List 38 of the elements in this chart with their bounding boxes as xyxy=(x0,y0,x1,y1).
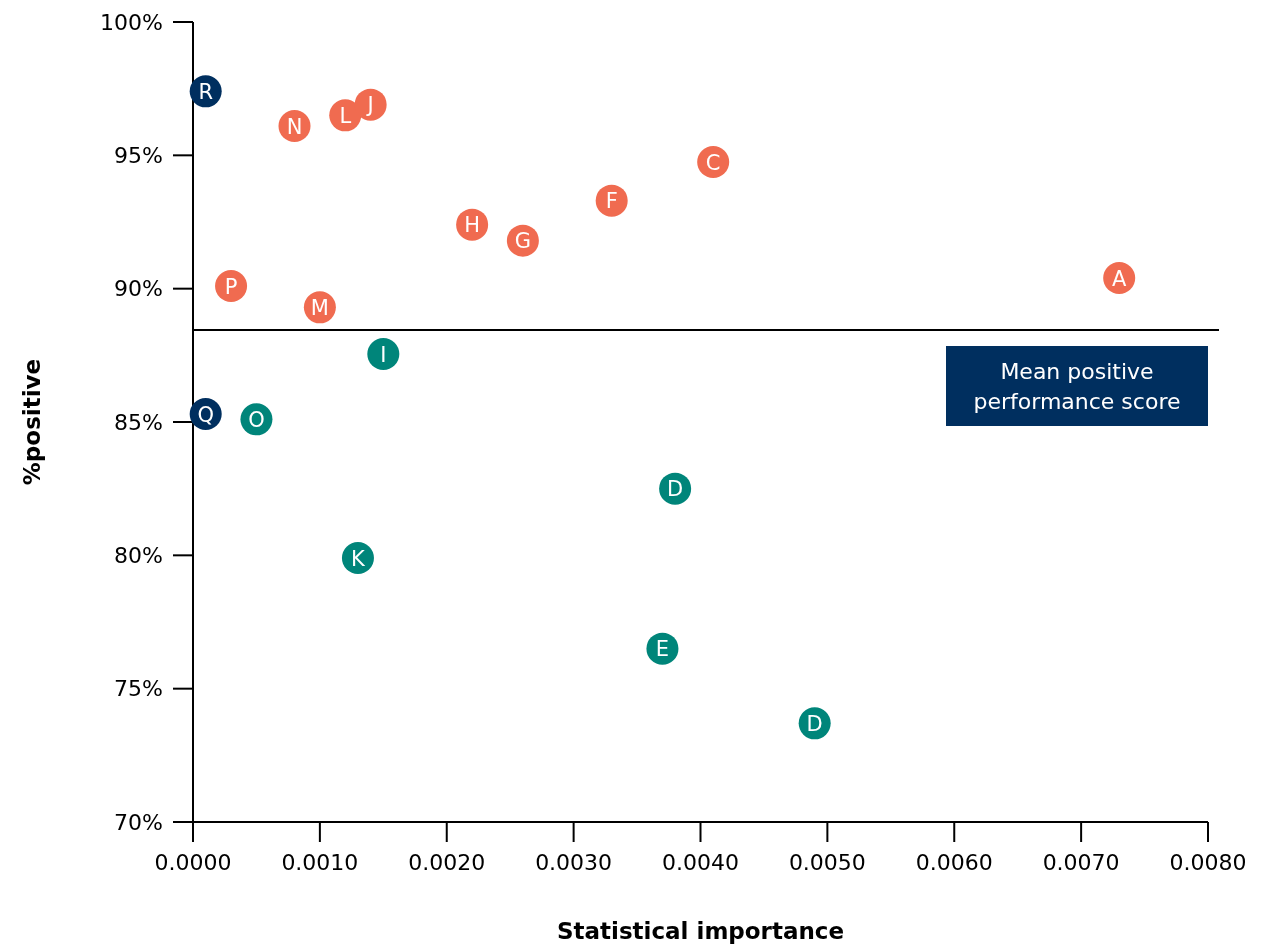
x-tick-label: 0.0040 xyxy=(662,850,739,875)
annotation: G xyxy=(514,229,532,254)
y-tick-label: 75% xyxy=(114,676,163,702)
y-tick-label: 100% xyxy=(100,9,163,35)
x-tick-label: 0.0070 xyxy=(1042,850,1120,875)
x-tick-label: 0.0020 xyxy=(408,850,486,875)
annotation: F xyxy=(605,189,618,214)
point xyxy=(367,338,400,370)
annotation: D xyxy=(667,477,684,502)
annotation: N xyxy=(286,114,303,139)
annotation: L xyxy=(339,103,352,128)
x-tick-label: 0.0050 xyxy=(788,850,866,875)
annotation: H xyxy=(464,213,481,238)
ref-line-label: Mean positive performance score xyxy=(973,358,1181,414)
annotation: Q xyxy=(197,402,214,427)
annotation: K xyxy=(351,546,367,571)
annotation: O xyxy=(248,407,265,432)
annotation: C xyxy=(705,150,721,175)
y-tick-label: 90% xyxy=(114,276,163,302)
annotation: J xyxy=(365,93,374,118)
x-tick-label: 0.0010 xyxy=(281,850,359,875)
y-tick-label: 80% xyxy=(114,543,163,569)
y-tick-label: 85% xyxy=(114,409,163,435)
annotation: P xyxy=(224,274,238,299)
annotation: R xyxy=(198,79,213,104)
y-tick-label: 70% xyxy=(114,809,163,835)
x-tick-label: 0.0000 xyxy=(154,850,232,875)
annotation: M xyxy=(310,295,329,320)
annotation: D xyxy=(806,711,823,736)
x-tick-label: 0.0030 xyxy=(535,850,613,875)
y-tick-label: 95% xyxy=(114,143,163,169)
x-tick-label: 0.0060 xyxy=(915,850,993,875)
y-axis-title: %positive xyxy=(19,358,45,486)
x-tick-label: 0.0080 xyxy=(1169,850,1247,875)
annotation: E xyxy=(655,637,670,662)
annotation: A xyxy=(1112,266,1127,291)
annotation: I xyxy=(380,342,387,367)
x-axis-title: Statistical importance xyxy=(556,918,845,944)
